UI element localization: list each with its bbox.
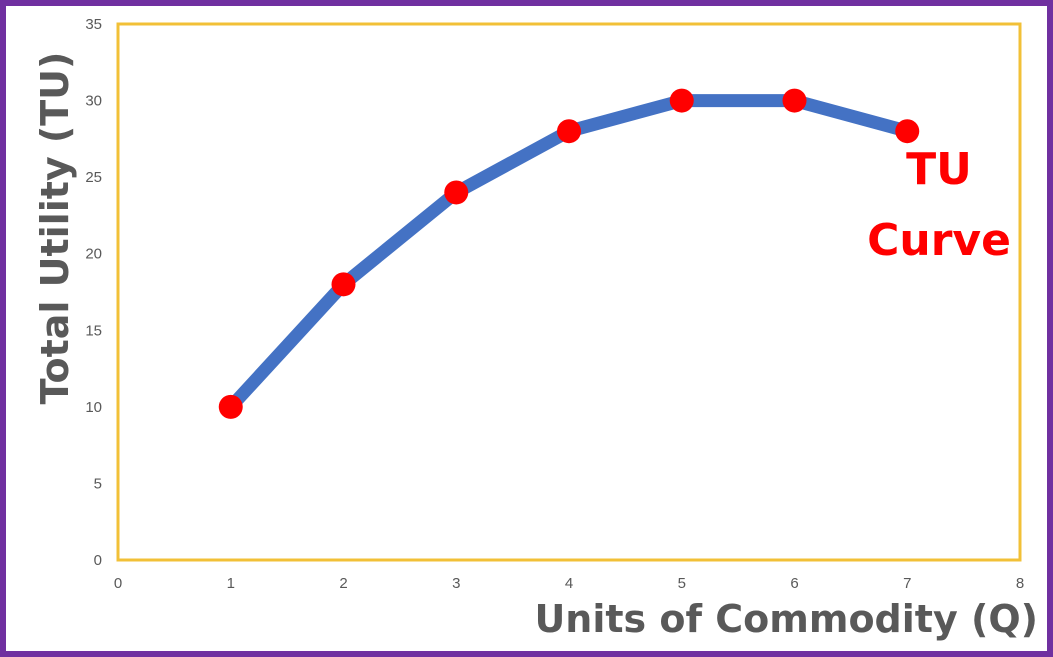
x-tick-label: 3 — [452, 575, 460, 592]
plot-area — [116, 22, 1022, 562]
x-tick-labels: 0 1 2 3 4 5 6 7 8 — [114, 575, 1024, 592]
data-point — [669, 88, 694, 113]
x-tick-label: 8 — [1016, 575, 1024, 592]
x-tick-label: 4 — [565, 575, 573, 592]
data-point — [895, 119, 920, 144]
y-tick-label: 20 — [85, 246, 102, 263]
y-tick-label: 5 — [94, 475, 102, 492]
x-tick-label: 2 — [339, 575, 347, 592]
data-points — [218, 88, 920, 419]
data-point — [444, 180, 469, 205]
y-tick-label: 35 — [85, 16, 102, 33]
x-tick-label: 1 — [227, 575, 235, 592]
x-tick-label: 7 — [903, 575, 911, 592]
x-tick-label: 5 — [678, 575, 686, 592]
y-tick-labels: 0 5 10 15 20 25 30 35 — [85, 16, 102, 569]
data-point — [782, 88, 807, 113]
data-point — [218, 394, 243, 419]
y-axis-title: Total Utility (TU) — [33, 52, 77, 405]
y-tick-label: 0 — [94, 552, 102, 569]
annotation-curve: Curve — [867, 215, 1011, 266]
y-tick-label: 10 — [85, 399, 102, 416]
data-point — [557, 119, 581, 144]
tu-chart: 0 5 10 15 20 25 30 35 0 1 2 3 4 5 6 7 8 TU Curve Units … — [33, 16, 1038, 641]
annotation-tu: TU — [906, 144, 972, 195]
y-tick-label: 15 — [85, 322, 102, 339]
y-tick-label: 30 — [85, 93, 102, 110]
x-axis-title: Units of Commodity (Q) — [534, 597, 1038, 641]
x-tick-label: 0 — [114, 575, 122, 592]
x-tick-label: 6 — [790, 575, 798, 592]
y-tick-label: 25 — [85, 169, 102, 186]
data-point — [331, 272, 356, 297]
